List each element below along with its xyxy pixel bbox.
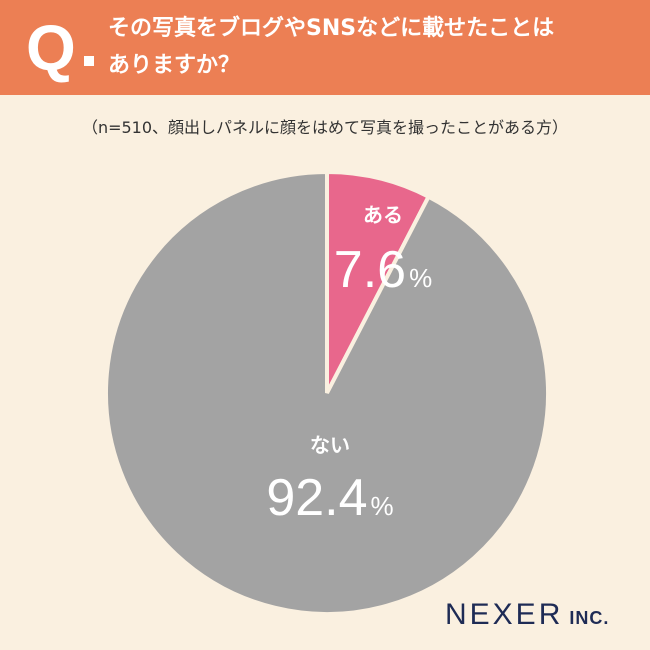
nexer-logo: NEXER INC. — [445, 598, 609, 632]
q-dot — [84, 56, 94, 66]
slice-label-0: ある — [363, 203, 403, 227]
question-line-2: ありますか？ — [108, 53, 241, 78]
sample-note: （n=510、顔出しパネルに顔をはめて写真を撮ったことがある方） — [81, 118, 569, 137]
q-label: Q — [26, 12, 76, 84]
logo-sub-text: INC. — [569, 608, 610, 628]
pie-slice-1 — [104, 169, 550, 616]
slice-label-1: ない — [310, 433, 350, 457]
slice-value-1: 92.4% — [266, 469, 393, 527]
question-text: その写真をブログやSNSなどに載せたことは ありますか？ — [108, 10, 628, 84]
slice-value-0: 7.6% — [334, 241, 432, 299]
question-line-1: その写真をブログやSNSなどに載せたことは — [108, 16, 555, 41]
question-header: Q その写真をブログやSNSなどに載せたことは ありますか？ — [0, 0, 650, 95]
logo-main-text: NEXER — [445, 598, 564, 631]
pie-slice-0 — [325, 169, 432, 394]
